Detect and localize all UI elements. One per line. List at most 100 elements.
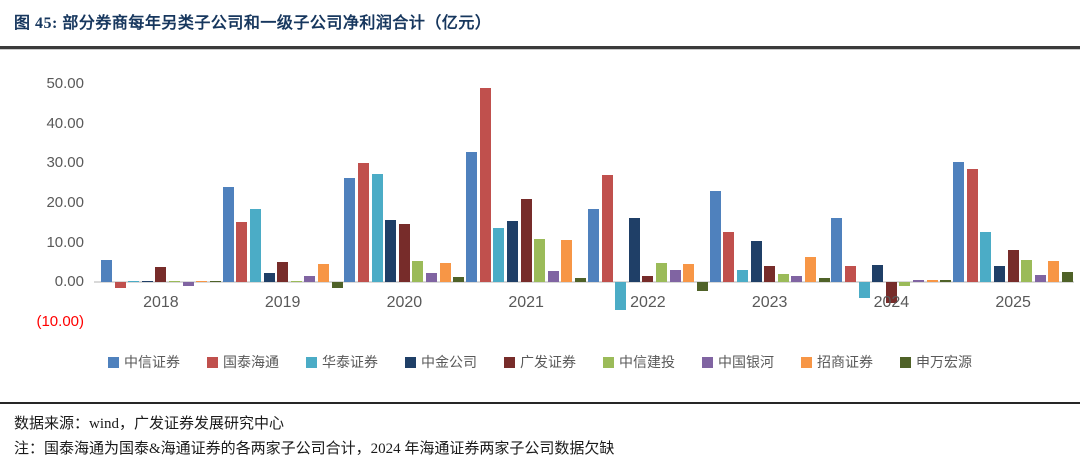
bar-group-2020: 2020 bbox=[344, 84, 466, 322]
bar-中金公司-2021 bbox=[507, 221, 519, 283]
bar-中信证券-2025 bbox=[953, 162, 965, 283]
y-tick-label: 30.00 bbox=[46, 154, 84, 172]
bar-申万宏源-2023 bbox=[818, 278, 830, 283]
figure-title: 图 45: 部分券商每年另类子公司和一级子公司净利润合计（亿元） bbox=[14, 15, 492, 32]
legend-item-广发证券: 广发证券 bbox=[504, 352, 576, 372]
legend-item-中金公司: 中金公司 bbox=[405, 352, 477, 372]
legend-swatch-icon bbox=[801, 356, 812, 368]
figure-footer: 数据来源：wind，广发证券发展研究中心 注：国泰海通为国泰&海通证券的各两家子… bbox=[0, 402, 1080, 462]
bar-招商证券-2025 bbox=[1048, 260, 1060, 283]
legend-item-招商证券: 招商证券 bbox=[801, 352, 873, 372]
x-tick-label-2018: 2018 bbox=[143, 294, 179, 312]
bar-申万宏源-2024 bbox=[940, 280, 952, 283]
legend-label: 中国银河 bbox=[718, 356, 774, 371]
bar-group-2024: 2024 bbox=[831, 84, 953, 322]
bar-国泰海通-2023 bbox=[723, 232, 735, 283]
x-tick-label-2024: 2024 bbox=[873, 294, 910, 312]
bar-华泰证券-2020 bbox=[371, 174, 383, 283]
bar-招商证券-2021 bbox=[561, 239, 573, 283]
bar-中国银河-2019 bbox=[304, 276, 316, 283]
legend-swatch-icon bbox=[504, 356, 515, 368]
y-tick-label: 10.00 bbox=[46, 233, 84, 251]
x-axis-line bbox=[94, 281, 1074, 284]
bar-group-2021: 2021 bbox=[465, 84, 587, 322]
bar-申万宏源-2020 bbox=[453, 277, 465, 283]
legend-item-申万宏源: 申万宏源 bbox=[900, 352, 972, 372]
bar-中金公司-2023 bbox=[750, 240, 762, 283]
bar-申万宏源-2019 bbox=[331, 282, 343, 288]
bar-广发证券-2025 bbox=[1007, 250, 1019, 283]
footnote-text: 注：国泰海通为国泰&海通证券的各两家子公司合计，2024 年海通证券两家子公司数… bbox=[14, 441, 615, 457]
bar-中金公司-2025 bbox=[994, 266, 1006, 283]
bar-中信建投-2023 bbox=[777, 274, 789, 283]
legend-swatch-icon bbox=[603, 356, 614, 368]
legend-swatch-icon bbox=[207, 356, 218, 368]
bar-华泰证券-2019 bbox=[249, 208, 261, 283]
bar-华泰证券-2025 bbox=[980, 232, 992, 283]
x-tick-label-2019: 2019 bbox=[264, 294, 301, 312]
bar-中信证券-2020 bbox=[344, 178, 356, 283]
plot-area: 2018 2019 2020 2021 2022 2023 2024 2025 bbox=[94, 84, 1074, 322]
bar-group-2019: 2019 bbox=[222, 84, 344, 322]
bar-中信建投-2018 bbox=[168, 281, 180, 283]
bar-国泰海通-2018 bbox=[114, 282, 126, 289]
y-tick-label: 40.00 bbox=[46, 114, 84, 132]
y-tick-label: (10.00) bbox=[36, 313, 84, 330]
legend-swatch-icon bbox=[108, 356, 119, 368]
x-tick-label-2020: 2020 bbox=[386, 294, 423, 312]
bar-中国银河-2021 bbox=[547, 271, 559, 283]
legend-label: 华泰证券 bbox=[322, 356, 378, 371]
bar-国泰海通-2021 bbox=[479, 88, 491, 283]
bar-招商证券-2023 bbox=[804, 256, 816, 283]
bar-广发证券-2023 bbox=[764, 266, 776, 283]
y-tick-label: 50.00 bbox=[46, 75, 84, 92]
bar-中信证券-2022 bbox=[587, 209, 599, 283]
bar-中国银河-2025 bbox=[1034, 274, 1046, 283]
figure-header: 图 45: 部分券商每年另类子公司和一级子公司净利润合计（亿元） bbox=[0, 0, 1080, 40]
bar-chart: 50.00 40.00 30.00 20.00 10.00 0.00 (10.00) 201… bbox=[0, 75, 1080, 330]
bar-申万宏源-2021 bbox=[575, 277, 587, 283]
bar-中信证券-2019 bbox=[222, 187, 234, 283]
bar-中信建投-2019 bbox=[290, 280, 302, 283]
bar-广发证券-2021 bbox=[520, 199, 532, 283]
bar-国泰海通-2019 bbox=[236, 222, 248, 283]
bar-申万宏源-2018 bbox=[209, 281, 221, 283]
bar-中金公司-2024 bbox=[872, 264, 884, 283]
bar-招商证券-2018 bbox=[196, 281, 208, 283]
bar-广发证券-2019 bbox=[277, 262, 289, 283]
x-tick-label-2023: 2023 bbox=[751, 294, 788, 312]
title-divider bbox=[0, 46, 1080, 49]
bar-招商证券-2024 bbox=[926, 280, 938, 283]
bar-中信建投-2021 bbox=[534, 239, 546, 283]
legend-label: 广发证券 bbox=[520, 356, 576, 371]
legend-label: 招商证券 bbox=[817, 356, 873, 371]
bar-中国银河-2024 bbox=[913, 280, 925, 283]
legend-label: 申万宏源 bbox=[916, 356, 972, 371]
data-source-text: 数据来源：wind，广发证券发展研究中心 bbox=[14, 416, 285, 432]
title-divider-shadow bbox=[0, 49, 1080, 50]
bar-group-2018: 2018 bbox=[100, 84, 222, 322]
bar-申万宏源-2025 bbox=[1062, 272, 1074, 283]
legend-item-国泰海通: 国泰海通 bbox=[207, 352, 279, 372]
bar-中国银河-2022 bbox=[669, 269, 681, 283]
bar-group-2022: 2022 bbox=[587, 84, 709, 322]
bar-华泰证券-2024 bbox=[858, 282, 870, 299]
bar-华泰证券-2021 bbox=[493, 227, 505, 283]
legend-label: 中金公司 bbox=[421, 356, 477, 371]
bar-国泰海通-2024 bbox=[845, 265, 857, 283]
x-tick-label-2022: 2022 bbox=[630, 294, 666, 312]
bar-广发证券-2022 bbox=[642, 275, 654, 283]
bar-华泰证券-2023 bbox=[736, 270, 748, 283]
legend-label: 国泰海通 bbox=[223, 356, 279, 371]
legend-swatch-icon bbox=[900, 356, 911, 368]
bar-国泰海通-2020 bbox=[358, 162, 370, 283]
bar-招商证券-2020 bbox=[439, 262, 451, 283]
legend-item-中信证券: 中信证券 bbox=[108, 352, 180, 372]
bar-中金公司-2018 bbox=[141, 281, 153, 283]
y-tick-label: 20.00 bbox=[46, 194, 84, 211]
bar-中信建投-2025 bbox=[1021, 259, 1033, 283]
bar-中国银河-2020 bbox=[426, 273, 438, 283]
bar-广发证券-2020 bbox=[398, 223, 410, 283]
bar-中信证券-2018 bbox=[100, 260, 112, 283]
bar-国泰海通-2025 bbox=[966, 168, 978, 283]
